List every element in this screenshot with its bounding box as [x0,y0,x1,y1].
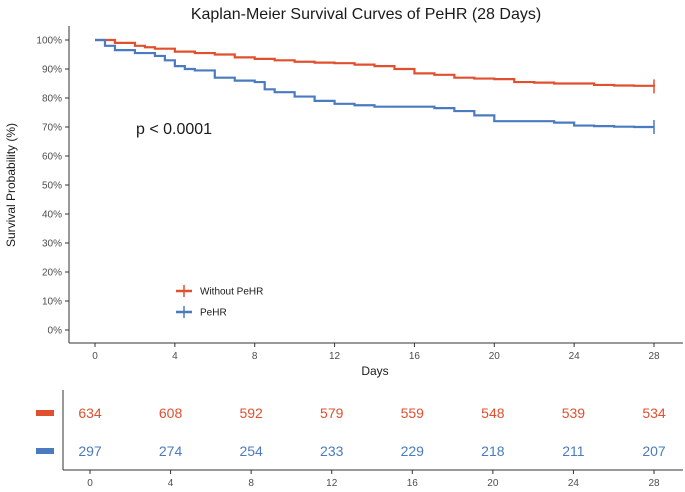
x-tick-label: 28 [648,351,660,362]
risk-count: 233 [320,443,344,459]
risk-count: 559 [401,405,425,421]
y-ticks: 0% 10% 20% 30% 40% 50% 60% 70% 80% 90% 100% [36,36,69,337]
x-tick-label: 8 [252,351,258,362]
risk-count: 218 [481,443,505,459]
y-tick-label: 20% [42,268,62,279]
y-tick-label: 60% [42,152,62,163]
risk-tick-label: 20 [487,478,499,489]
y-tick-label: 90% [42,65,62,76]
risk-ticks: 0 4 8 12 16 20 24 28 [87,470,660,489]
y-tick-label: 80% [42,94,62,105]
chart-title: Kaplan-Meier Survival Curves of PeHR (28… [191,6,541,23]
risk-row-swatch-pehr [36,448,54,454]
risk-count: 534 [642,405,666,421]
risk-table: 634 608 592 579 559 548 539 534 297 274 254 233 229 2… [36,390,683,489]
risk-count: 634 [78,405,102,421]
risk-count: 539 [562,405,586,421]
y-tick-label: 0% [48,326,63,337]
risk-tick-label: 12 [326,478,338,489]
x-tick-label: 0 [92,351,98,362]
x-ticks: 0 4 8 12 16 20 24 28 [92,343,660,362]
y-tick-label: 40% [42,210,62,221]
p-value-annotation: p < 0.0001 [136,121,212,138]
risk-tick-label: 24 [568,478,580,489]
legend-label-pehr: PeHR [200,308,227,319]
risk-count: 211 [562,443,585,459]
survival-curves [95,38,656,134]
risk-count: 297 [78,443,102,459]
risk-count: 579 [320,405,344,421]
risk-count: 608 [159,405,183,421]
y-tick-label: 70% [42,123,62,134]
risk-count: 207 [642,443,666,459]
x-tick-label: 12 [329,351,341,362]
y-tick-label: 100% [36,36,62,47]
curve-pehr [95,38,654,129]
legend: Without PeHR PeHR [176,285,263,319]
curve-without-pehr [95,38,656,87]
risk-cells: 634 608 592 579 559 548 539 534 297 274 254 233 229 2… [78,405,666,459]
y-tick-label: 30% [42,239,62,250]
risk-tick-label: 4 [168,478,174,489]
risk-tick-label: 28 [648,478,660,489]
x-tick-label: 20 [489,351,501,362]
risk-tick-label: 8 [248,478,254,489]
x-tick-label: 16 [409,351,421,362]
risk-count: 229 [401,443,425,459]
risk-tick-label: 0 [87,478,93,489]
y-axis-title: Survival Probability (%) [4,123,18,247]
risk-count: 254 [239,443,263,459]
y-tick-label: 50% [42,181,62,192]
x-tick-label: 4 [172,351,178,362]
y-tick-label: 10% [42,297,62,308]
x-axis-title: Days [361,364,388,378]
risk-tick-label: 16 [407,478,419,489]
risk-count: 274 [159,443,183,459]
x-tick-label: 24 [569,351,581,362]
risk-count: 592 [239,405,263,421]
risk-count: 548 [481,405,505,421]
legend-label-without-pehr: Without PeHR [200,287,263,298]
risk-row-swatch-without-pehr [36,410,54,416]
